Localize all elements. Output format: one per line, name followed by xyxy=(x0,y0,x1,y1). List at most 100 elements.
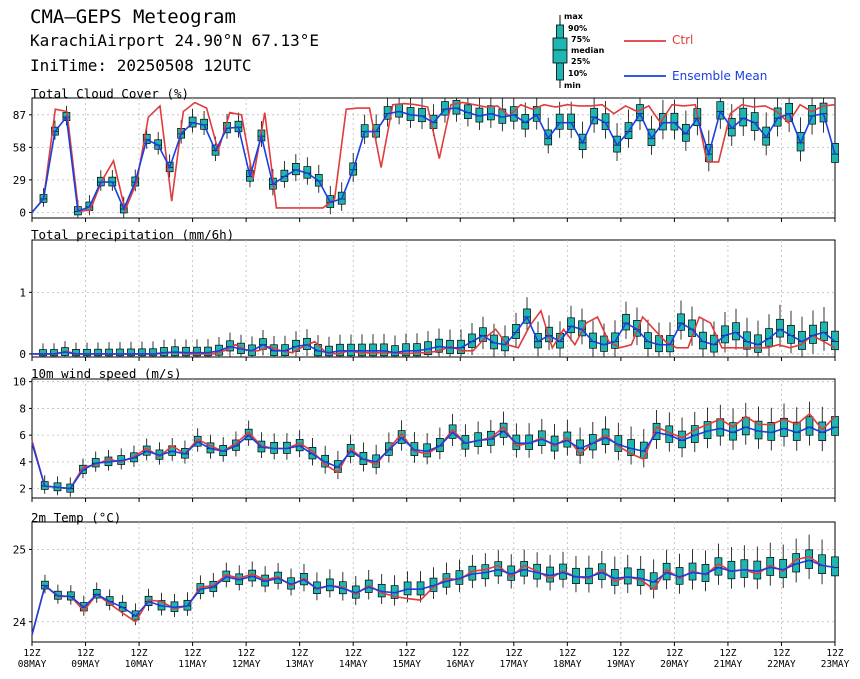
ctrl-line xyxy=(31,101,836,213)
y-tick-label: 1 xyxy=(19,286,26,299)
x-tick-label-hour: 12Z xyxy=(559,648,576,659)
init-time-label: IniTime: 20250508 12UTC xyxy=(30,56,252,75)
box-iqr xyxy=(732,322,740,341)
box-iqr xyxy=(765,328,773,347)
location-label: KarachiAirport 24.90°N 67.13°E xyxy=(30,31,319,50)
box-iqr xyxy=(590,107,598,125)
x-tick-label-date: 23MAY xyxy=(821,659,850,670)
key-min: min xyxy=(564,81,581,90)
x-tick-label-date: 12MAY xyxy=(232,659,261,670)
key-p25: 25% xyxy=(571,57,591,66)
box-iqr xyxy=(819,102,828,123)
box-iqr xyxy=(94,348,102,357)
box-iqr xyxy=(149,348,157,357)
panel-title-cloud: Total Cloud Cover (%) xyxy=(31,86,190,101)
box-iqr xyxy=(677,313,685,331)
x-tick-label-date: 19MAY xyxy=(607,659,636,670)
x-tick-label-date: 16MAY xyxy=(446,659,475,670)
legend-ctrl-label: Ctrl xyxy=(672,33,694,47)
legend-mean-label: Ensemble Mean xyxy=(672,69,768,83)
chart-title: CMA—GEPS Meteogram xyxy=(30,6,236,28)
box-iqr xyxy=(520,561,529,577)
x-tick-label-hour: 12Z xyxy=(452,648,469,659)
box-iqr xyxy=(369,343,377,357)
x-tick-label-hour: 12Z xyxy=(23,648,40,659)
box-iqr xyxy=(116,348,124,357)
ctrl-line xyxy=(31,412,836,490)
box-iqr xyxy=(402,343,410,357)
x-tick-label-hour: 12Z xyxy=(291,648,308,659)
x-tick-label-hour: 12Z xyxy=(612,648,629,659)
box-iqr xyxy=(741,416,750,436)
box-iqr xyxy=(740,559,749,578)
box-iqr xyxy=(776,318,784,338)
box-iqr xyxy=(652,422,661,440)
y-tick-label: 0 xyxy=(19,206,26,219)
panel-title-temp: 2m Temp (°C) xyxy=(31,510,122,525)
box-iqr xyxy=(567,317,575,334)
key-inner-box xyxy=(552,37,568,64)
x-tick-label-date: 13MAY xyxy=(285,659,314,670)
box-iqr xyxy=(567,113,576,130)
box-iqr xyxy=(347,343,355,357)
x-tick-label-hour: 12Z xyxy=(505,648,522,659)
x-tick-label-hour: 12Z xyxy=(130,648,147,659)
box-iqr xyxy=(83,348,91,357)
x-tick-label-date: 15MAY xyxy=(392,659,421,670)
box-iqr xyxy=(743,331,751,350)
y-tick-label: 58 xyxy=(13,141,26,154)
y-tick-label: 29 xyxy=(13,174,26,187)
panel-frame xyxy=(31,239,836,358)
panel-title-wind: 10m wind speed (m/s) xyxy=(31,366,182,381)
box-iqr xyxy=(138,348,146,357)
box-iqr xyxy=(487,105,495,121)
key-p75: 75% xyxy=(571,35,591,44)
y-tick-label: 0 xyxy=(19,348,26,361)
key-median: median xyxy=(571,46,605,55)
box-iqr xyxy=(358,343,366,357)
x-tick-label-date: 18MAY xyxy=(553,659,582,670)
mean-line xyxy=(31,107,836,213)
key-max: max xyxy=(564,12,583,21)
x-tick-label-hour: 12Z xyxy=(773,648,790,659)
panel-title-precip: Total precipitation (mm/6h) xyxy=(31,227,235,242)
x-tick-label-hour: 12Z xyxy=(184,648,201,659)
box-iqr xyxy=(127,348,135,357)
box-iqr xyxy=(395,103,403,118)
x-tick-label-hour: 12Z xyxy=(719,648,736,659)
y-tick-label: 6 xyxy=(19,429,26,442)
x-tick-label-hour: 12Z xyxy=(398,648,415,659)
box-iqr xyxy=(452,100,461,115)
box-iqr xyxy=(555,113,564,130)
x-tick-label-date: 22MAY xyxy=(767,659,796,670)
box-iqr xyxy=(805,416,814,436)
y-tick-label: 2 xyxy=(19,483,26,496)
x-tick-label-date: 21MAY xyxy=(714,659,743,670)
mean-line xyxy=(31,426,836,490)
box-iqr xyxy=(160,347,168,357)
key-p10: 10% xyxy=(568,69,588,78)
box-iqr xyxy=(193,346,201,357)
panel-frame xyxy=(31,378,836,499)
x-tick-label-hour: 12Z xyxy=(666,648,683,659)
x-tick-label-date: 20MAY xyxy=(660,659,689,670)
mean-line xyxy=(31,559,836,636)
box-iqr xyxy=(39,349,47,357)
y-tick-label: 25 xyxy=(13,543,26,556)
y-tick-label: 24 xyxy=(13,616,27,629)
y-tick-label: 87 xyxy=(13,109,26,122)
box-iqr xyxy=(739,107,748,127)
y-tick-label: 8 xyxy=(19,402,26,415)
x-tick-label-date: 17MAY xyxy=(499,659,528,670)
x-tick-label-hour: 12Z xyxy=(77,648,94,659)
box-iqr xyxy=(633,320,641,337)
box-iqr xyxy=(391,345,399,357)
box-iqr xyxy=(622,313,630,331)
x-tick-label-hour: 12Z xyxy=(238,648,255,659)
x-tick-label-date: 14MAY xyxy=(339,659,368,670)
x-tick-label-date: 09MAY xyxy=(71,659,100,670)
x-tick-label-date: 10MAY xyxy=(125,659,154,670)
box-iqr xyxy=(182,346,190,357)
box-iqr xyxy=(494,561,503,577)
